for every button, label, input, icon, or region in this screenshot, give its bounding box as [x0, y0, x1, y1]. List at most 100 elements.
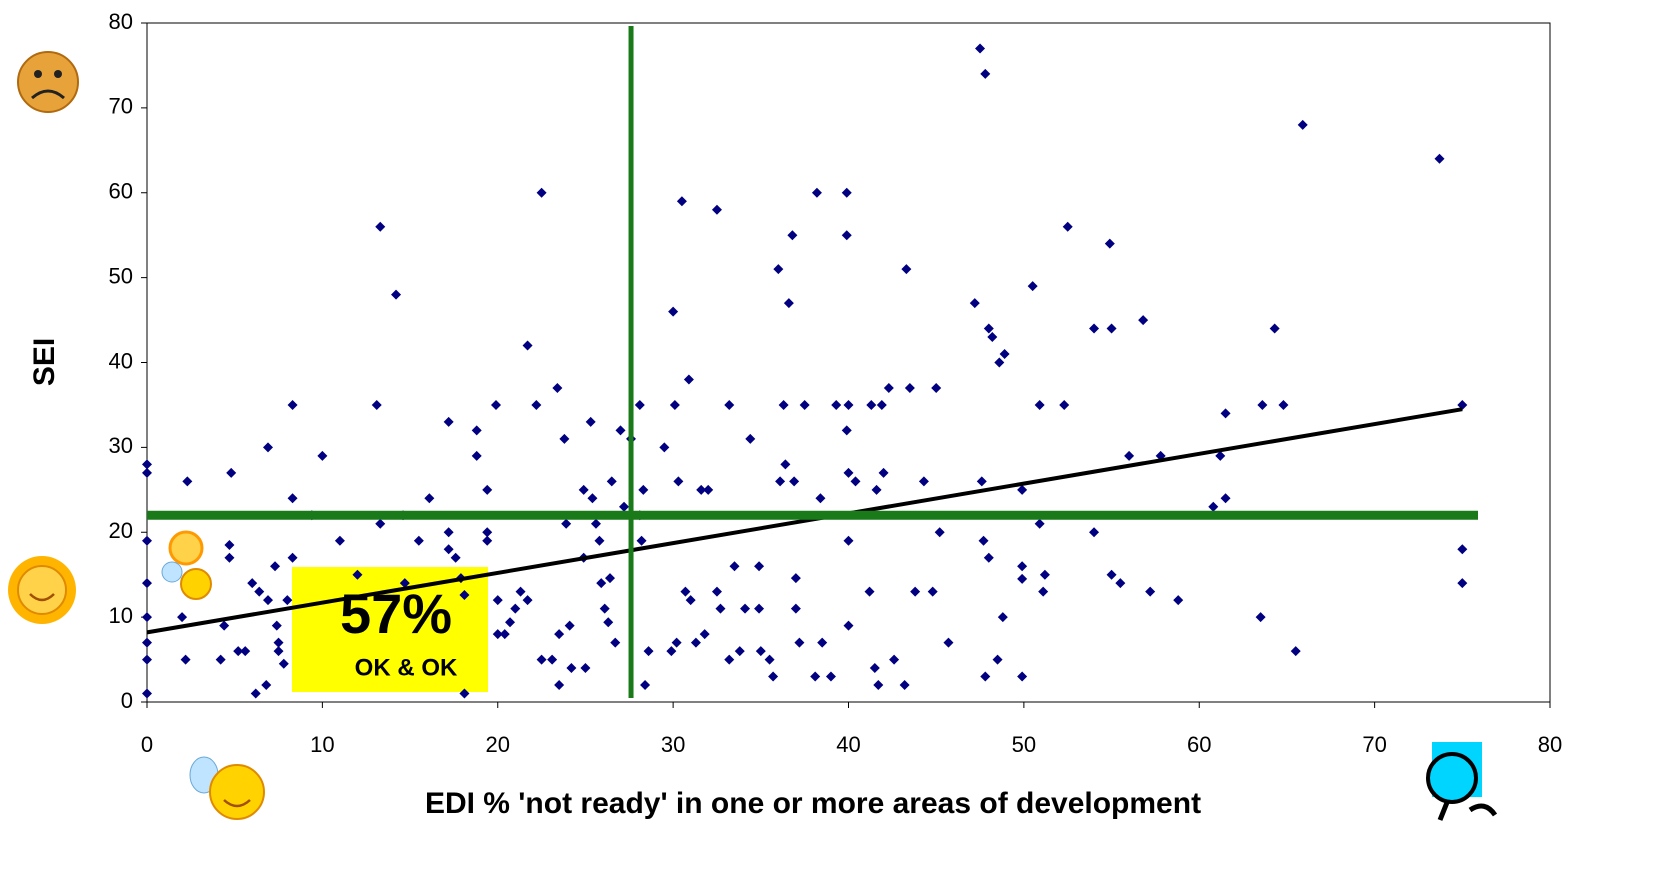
annotation-label: OK & OK — [355, 654, 458, 681]
point — [910, 586, 921, 597]
point — [531, 399, 542, 410]
point — [790, 573, 801, 584]
point — [604, 573, 615, 584]
sun-face-icon — [8, 556, 76, 624]
x-tick-label: 0 — [141, 732, 153, 757]
point — [287, 493, 298, 504]
point — [578, 484, 589, 495]
point — [931, 382, 942, 393]
point — [724, 654, 735, 665]
point — [841, 187, 852, 198]
point — [142, 654, 152, 665]
point — [815, 493, 826, 504]
point — [889, 654, 900, 665]
point — [471, 425, 482, 436]
point — [843, 620, 854, 631]
point — [843, 467, 854, 478]
point — [676, 196, 687, 207]
point — [740, 603, 751, 614]
point — [247, 578, 258, 589]
point — [1017, 671, 1028, 682]
point — [1027, 281, 1038, 292]
point — [680, 586, 691, 597]
point — [778, 399, 789, 410]
point — [371, 399, 382, 410]
point — [515, 586, 526, 597]
x-tick-label: 20 — [486, 732, 510, 757]
point — [482, 484, 493, 495]
point — [1278, 399, 1289, 410]
point — [878, 467, 889, 478]
point — [794, 637, 805, 648]
point — [536, 654, 547, 665]
point — [918, 476, 929, 487]
point — [443, 527, 454, 538]
point — [817, 637, 828, 648]
point — [904, 382, 915, 393]
point — [711, 204, 722, 215]
worried-figure-icon — [1426, 742, 1498, 821]
point — [490, 399, 501, 410]
point — [1297, 119, 1308, 130]
point — [554, 680, 565, 691]
point — [271, 620, 282, 631]
point — [261, 680, 272, 691]
point — [992, 654, 1003, 665]
y-tick-label: 0 — [121, 688, 133, 713]
point — [978, 535, 989, 546]
point — [606, 476, 617, 487]
point — [391, 289, 402, 300]
point — [841, 425, 852, 436]
point — [352, 569, 363, 580]
x-tick-label: 80 — [1538, 732, 1562, 757]
point — [983, 552, 994, 563]
point — [943, 637, 954, 648]
point — [510, 603, 521, 614]
point — [1434, 153, 1445, 164]
point — [587, 493, 598, 504]
point — [499, 629, 510, 640]
point — [459, 688, 470, 699]
point — [866, 399, 877, 410]
point — [869, 663, 880, 674]
point — [994, 357, 1005, 368]
point — [334, 535, 345, 546]
point — [810, 671, 821, 682]
point — [142, 637, 152, 648]
point — [375, 518, 386, 529]
point — [976, 476, 987, 487]
point — [263, 442, 274, 453]
point — [561, 518, 572, 529]
point — [375, 221, 386, 232]
point — [142, 612, 152, 623]
x-axis-title: EDI % 'not ready' in one or more areas o… — [425, 787, 1201, 820]
point — [1106, 323, 1117, 334]
point — [1220, 493, 1231, 504]
point — [1089, 527, 1100, 538]
point — [522, 340, 533, 351]
point — [811, 187, 822, 198]
y-tick-label: 10 — [109, 603, 133, 628]
point — [850, 476, 861, 487]
point — [799, 399, 810, 410]
y-tick-label: 70 — [109, 94, 133, 119]
point — [790, 603, 801, 614]
point — [999, 349, 1010, 360]
point — [934, 527, 945, 538]
point — [1039, 569, 1050, 580]
point — [619, 501, 630, 512]
point — [703, 484, 714, 495]
point — [754, 603, 765, 614]
point — [1145, 586, 1156, 597]
point — [668, 306, 679, 317]
point — [590, 518, 601, 529]
point — [142, 467, 152, 478]
point — [482, 535, 493, 546]
point — [780, 459, 791, 470]
sad-face-icon — [17, 51, 79, 113]
point — [1457, 544, 1468, 555]
x-tick-label: 30 — [661, 732, 685, 757]
point — [1457, 399, 1468, 410]
point — [724, 399, 735, 410]
point — [142, 535, 152, 546]
